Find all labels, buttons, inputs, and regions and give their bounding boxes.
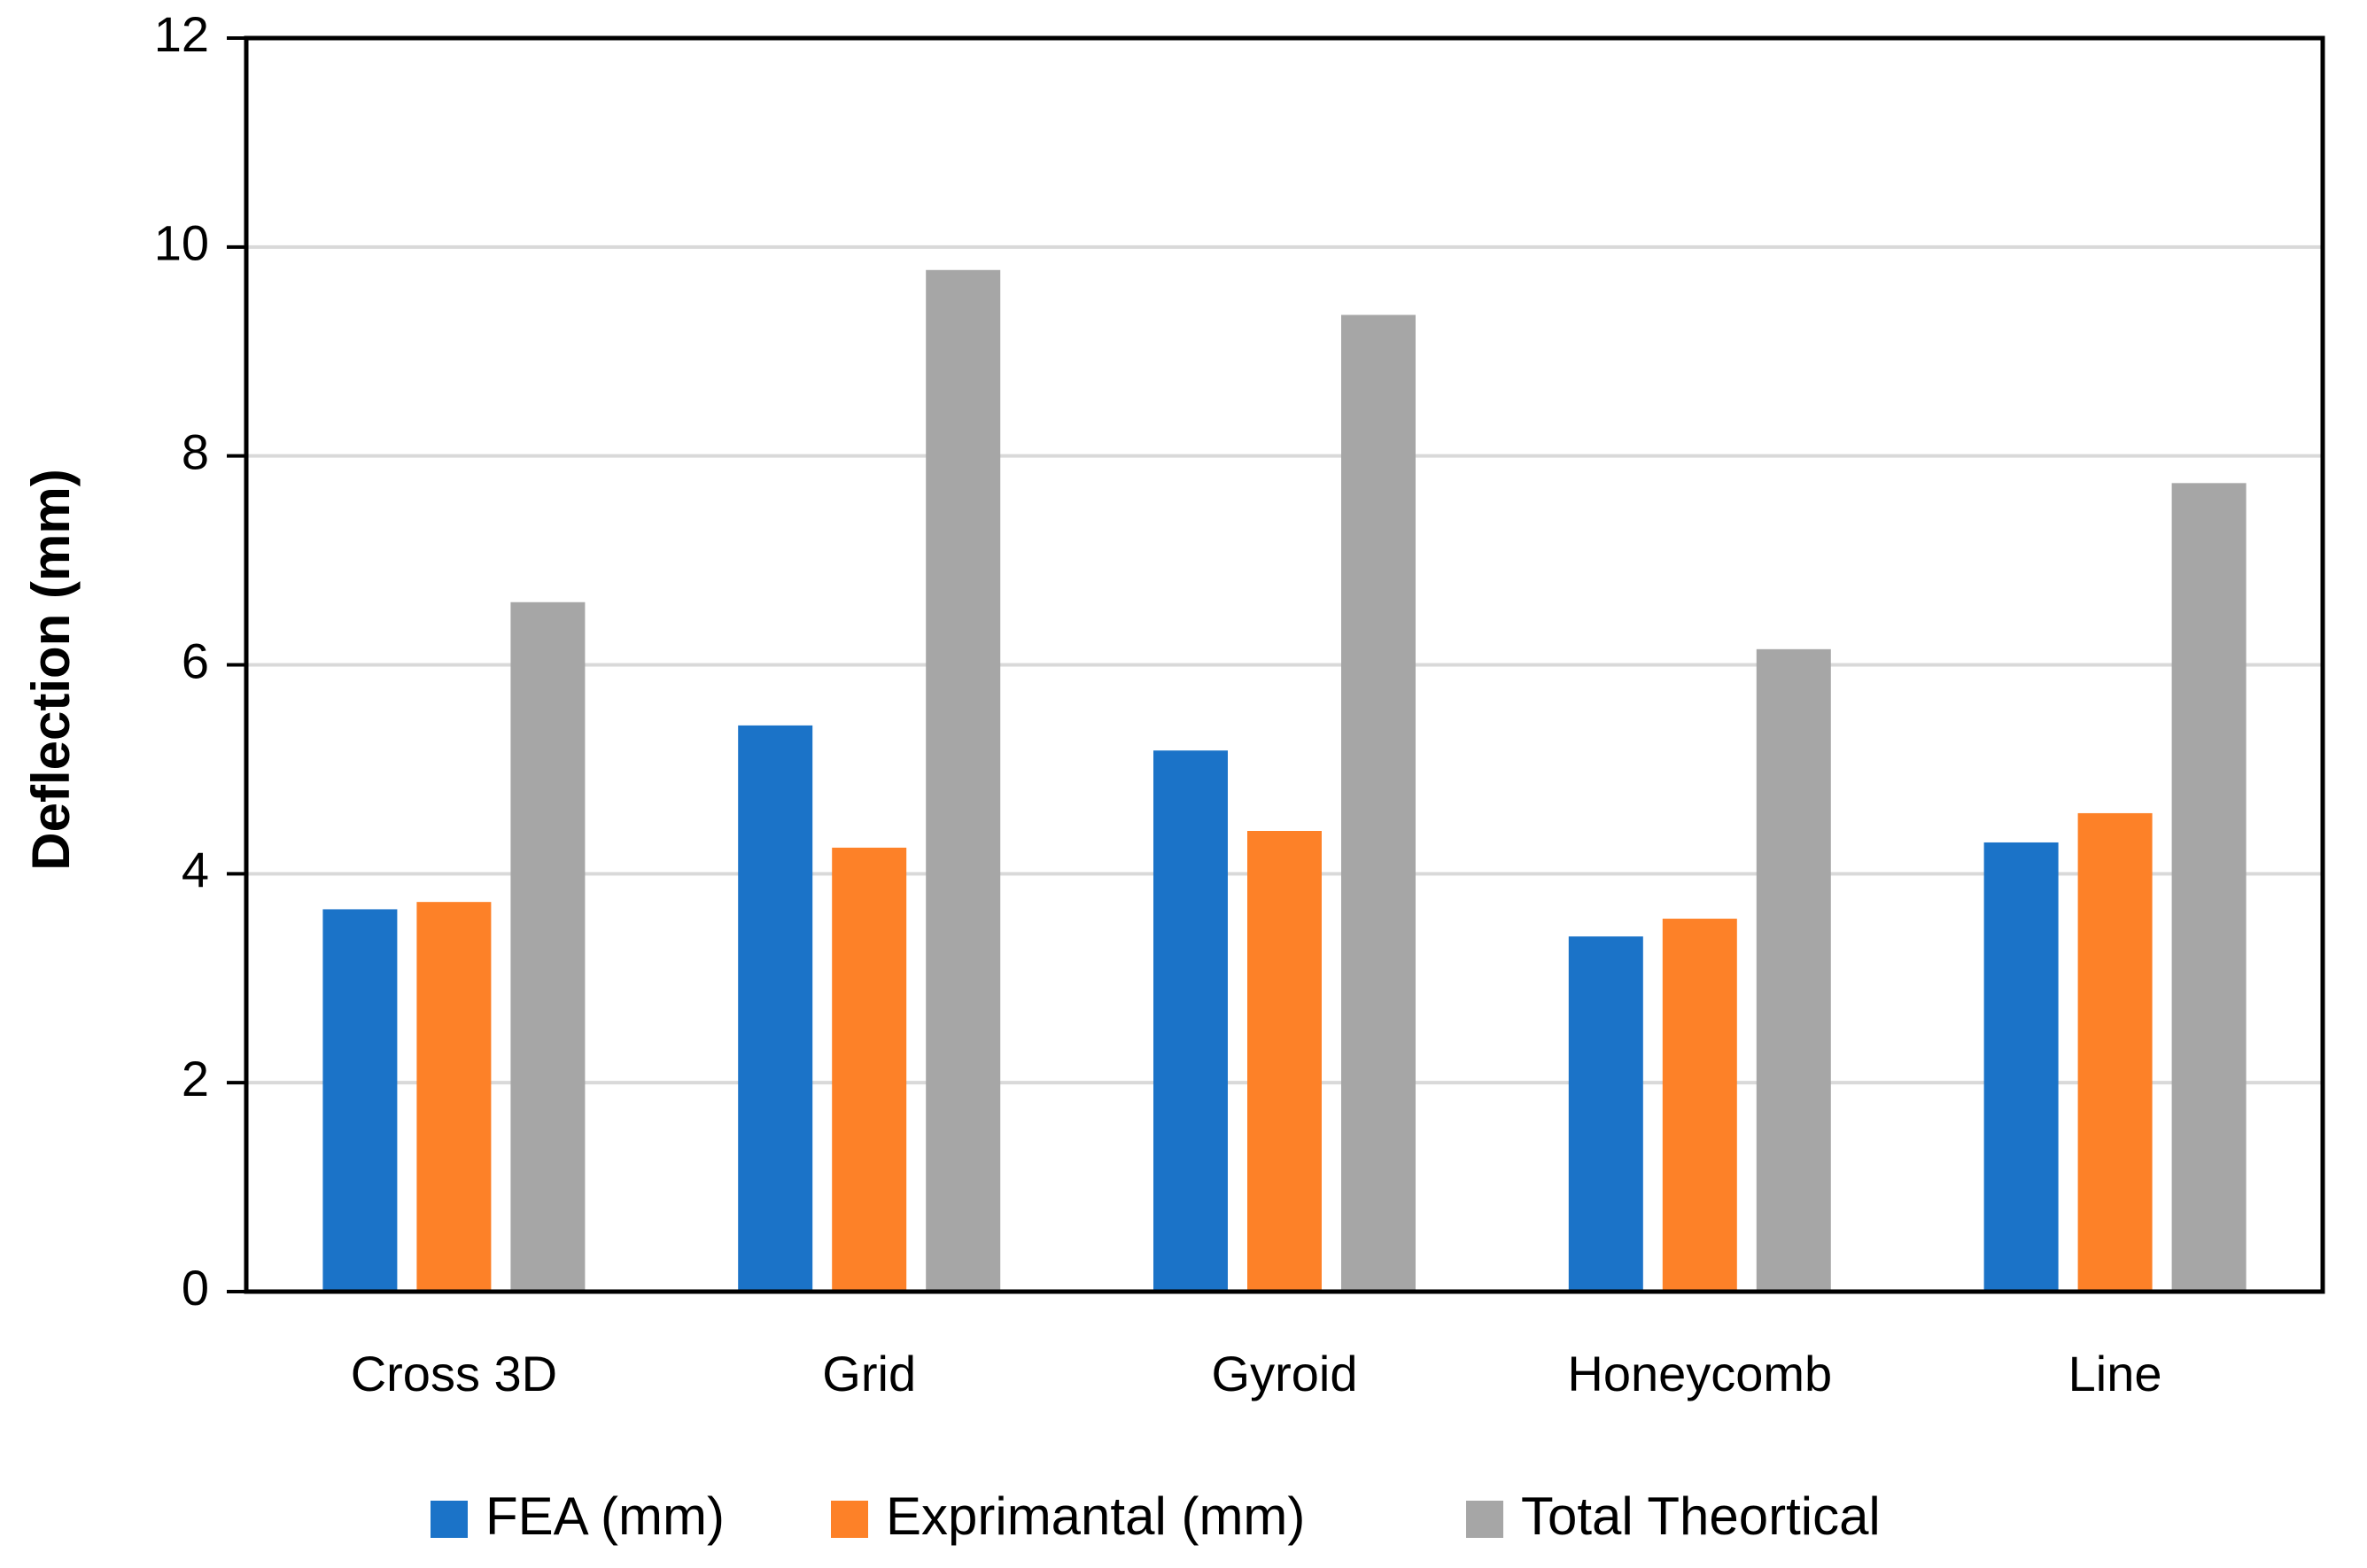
bar-total-theortical-grid [926, 269, 1001, 1292]
y-tick-label: 0 [182, 1260, 209, 1316]
y-tick-label: 12 [154, 6, 209, 62]
bar-total-theortical-honeycomb [1756, 648, 1831, 1292]
axes [227, 35, 2325, 1294]
x-tick-label: Gyroid [1212, 1346, 1358, 1401]
y-tick-labels: 0 2 4 6 8 10 12 [154, 6, 209, 1316]
plot-frame [244, 35, 2325, 1294]
y-tick-label: 2 [182, 1051, 209, 1106]
y-axis-title: Deflection (mm) [21, 469, 81, 870]
legend-label: Exprimantal (mm) [886, 1486, 1305, 1546]
bar-total-theortical-line [2171, 483, 2247, 1292]
bar-exprimantal-mm-grid [832, 847, 907, 1292]
bar-fea-mm-cross-3d [322, 909, 398, 1292]
bar-exprimantal-mm-gyroid [1247, 830, 1322, 1292]
legend-swatch [1466, 1501, 1503, 1538]
x-tick-labels: Cross 3D Grid Gyroid Honeycomb Line [351, 1346, 2162, 1401]
bars [322, 269, 2247, 1292]
x-tick-label: Cross 3D [351, 1346, 557, 1401]
bar-total-theortical-gyroid [1341, 314, 1416, 1292]
legend: FEA (mm) Exprimantal (mm) Total Theortical [431, 1486, 1881, 1546]
y-tick-label: 8 [182, 423, 209, 479]
bar-fea-mm-grid [738, 725, 813, 1292]
x-tick-label: Line [2068, 1346, 2162, 1401]
bar-exprimantal-mm-cross-3d [416, 902, 492, 1292]
bar-exprimantal-mm-honeycomb [1662, 919, 1737, 1292]
x-tick-label: Honeycomb [1567, 1346, 1832, 1401]
legend-label: Total Theortical [1521, 1486, 1881, 1546]
gridlines [246, 245, 2323, 1085]
x-tick-label: Grid [822, 1346, 916, 1401]
y-tick-label: 4 [182, 842, 209, 897]
legend-swatch [831, 1501, 868, 1538]
bar-total-theortical-cross-3d [510, 602, 586, 1292]
y-tick-label: 6 [182, 633, 209, 688]
bar-fea-mm-honeycomb [1568, 936, 1643, 1292]
legend-label: FEA (mm) [485, 1486, 725, 1546]
bar-exprimantal-mm-line [2077, 812, 2153, 1292]
bar-fea-mm-gyroid [1153, 750, 1228, 1292]
bar-fea-mm-line [1983, 842, 2059, 1292]
legend-swatch [431, 1501, 468, 1538]
y-tick-label: 10 [154, 215, 209, 271]
